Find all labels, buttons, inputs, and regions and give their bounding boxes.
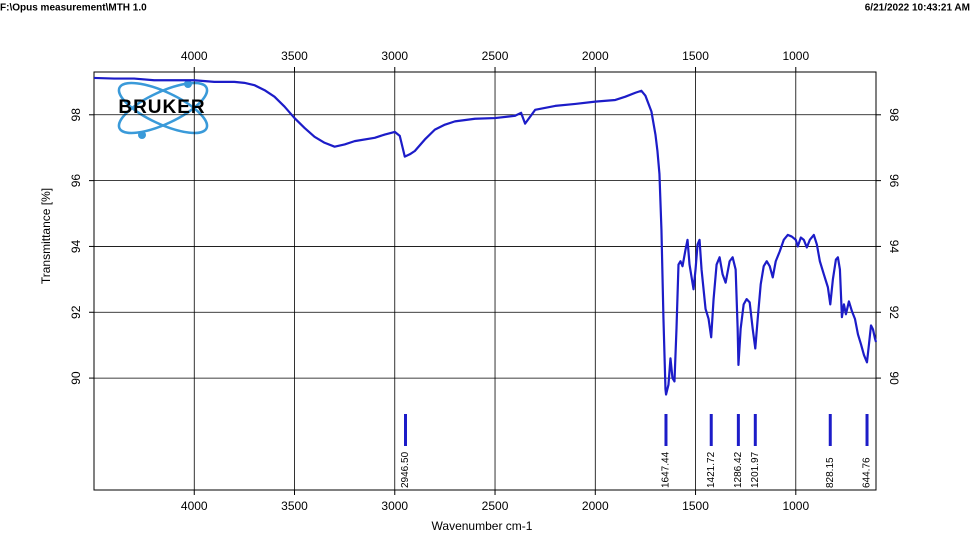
y-axis-label: Transmittance [%] <box>39 188 53 284</box>
logo-dot <box>138 131 146 139</box>
y-tick-label-right: 90 <box>887 371 901 385</box>
y-tick-label-right: 92 <box>887 306 901 320</box>
y-tick-label-right: 96 <box>887 174 901 188</box>
file-path: F:\Opus measurement\MTH 1.0 <box>0 3 147 14</box>
y-tick-label: 98 <box>69 108 83 122</box>
peak-label: 828.15 <box>825 457 836 488</box>
x-tick-label: 3000 <box>381 499 408 513</box>
logo-orbit <box>117 81 209 135</box>
x-tick-label-top: 2000 <box>582 49 609 63</box>
peak-label: 644.76 <box>862 457 873 488</box>
logo-text: BRUKER <box>118 97 205 118</box>
timestamp: 6/21/2022 10:43:21 AM <box>865 3 970 14</box>
x-tick-label: 2500 <box>482 499 509 513</box>
peak-label: 2946.50 <box>400 451 411 488</box>
logo-orbit <box>117 81 209 135</box>
peak-label: 1647.44 <box>661 451 672 488</box>
y-tick-label: 94 <box>69 239 83 253</box>
x-tick-label: 3500 <box>281 499 308 513</box>
peak-label: 1421.72 <box>706 451 717 488</box>
y-tick-label: 92 <box>69 305 83 319</box>
y-tick-label-right: 94 <box>887 240 901 254</box>
y-tick-label: 90 <box>69 371 83 385</box>
x-axis-label: Wavenumber cm-1 <box>432 519 533 533</box>
logo: BRUKER <box>117 80 209 139</box>
spectrum-line <box>93 76 878 396</box>
x-tick-label: 4000 <box>181 499 208 513</box>
x-tick-label: 2000 <box>582 499 609 513</box>
x-tick-label-top: 1500 <box>682 49 709 63</box>
peak-label: 1201.97 <box>750 451 761 488</box>
y-tick-label-right: 98 <box>887 108 901 122</box>
x-tick-label: 1000 <box>782 499 809 513</box>
x-tick-label-top: 1000 <box>782 49 809 63</box>
x-tick-label-top: 4000 <box>181 49 208 63</box>
x-tick-label-top: 3000 <box>381 49 408 63</box>
peak-label: 1286.42 <box>733 451 744 488</box>
x-tick-label-top: 3500 <box>281 49 308 63</box>
logo-dot <box>184 80 192 88</box>
plot-frame <box>93 71 877 491</box>
x-tick-label: 1500 <box>682 499 709 513</box>
x-tick-label-top: 2500 <box>482 49 509 63</box>
y-tick-label: 96 <box>69 174 83 188</box>
